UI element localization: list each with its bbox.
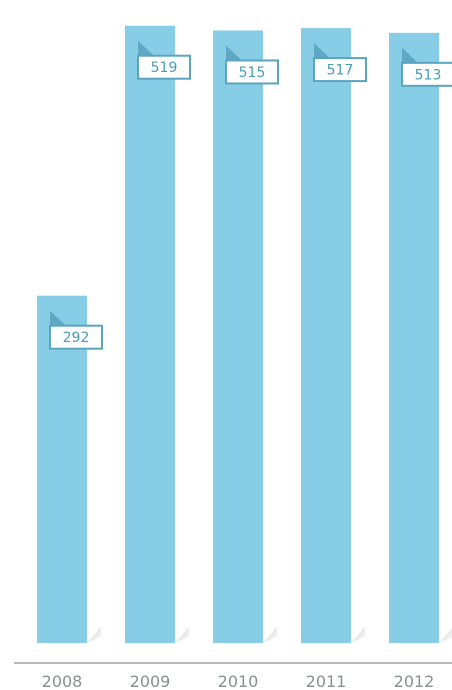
- bar-2008: [37, 295, 87, 643]
- x-tick-labels: 2008 2009 2010 2011 2012: [42, 672, 435, 690]
- bar-2009: [125, 25, 175, 644]
- bars-layer: 292 519 515 517 513: [37, 25, 452, 644]
- x-tick-2011: 2011: [306, 672, 347, 690]
- data-label-box: [313, 57, 367, 83]
- data-label-2009: 519: [151, 60, 178, 76]
- label-fold: [50, 310, 66, 326]
- data-label-2011: 517: [327, 63, 354, 79]
- label-fold: [314, 43, 330, 59]
- data-label-2008: 292: [63, 330, 90, 346]
- data-label-box: [225, 59, 279, 85]
- bar-shadow: [85, 627, 101, 644]
- data-label-2012: 513: [415, 67, 442, 83]
- label-fold: [138, 40, 154, 56]
- bar-2011: [301, 28, 351, 644]
- x-tick-2012: 2012: [394, 672, 435, 690]
- label-fold: [402, 47, 418, 63]
- data-label-box: [401, 61, 452, 87]
- bar-shadow: [261, 627, 277, 644]
- label-fold: [226, 45, 242, 61]
- data-label-2010: 515: [239, 65, 266, 81]
- data-label-box: [137, 54, 191, 80]
- x-tick-2009: 2009: [130, 672, 171, 690]
- bar-2010: [213, 30, 263, 644]
- bar-shadow: [437, 628, 452, 644]
- data-label-box: [49, 324, 103, 350]
- x-tick-2008: 2008: [42, 672, 83, 690]
- bar-2012: [389, 32, 439, 644]
- bar-shadow: [349, 627, 365, 644]
- x-tick-2010: 2010: [218, 672, 259, 690]
- bar-shadow: [173, 627, 189, 644]
